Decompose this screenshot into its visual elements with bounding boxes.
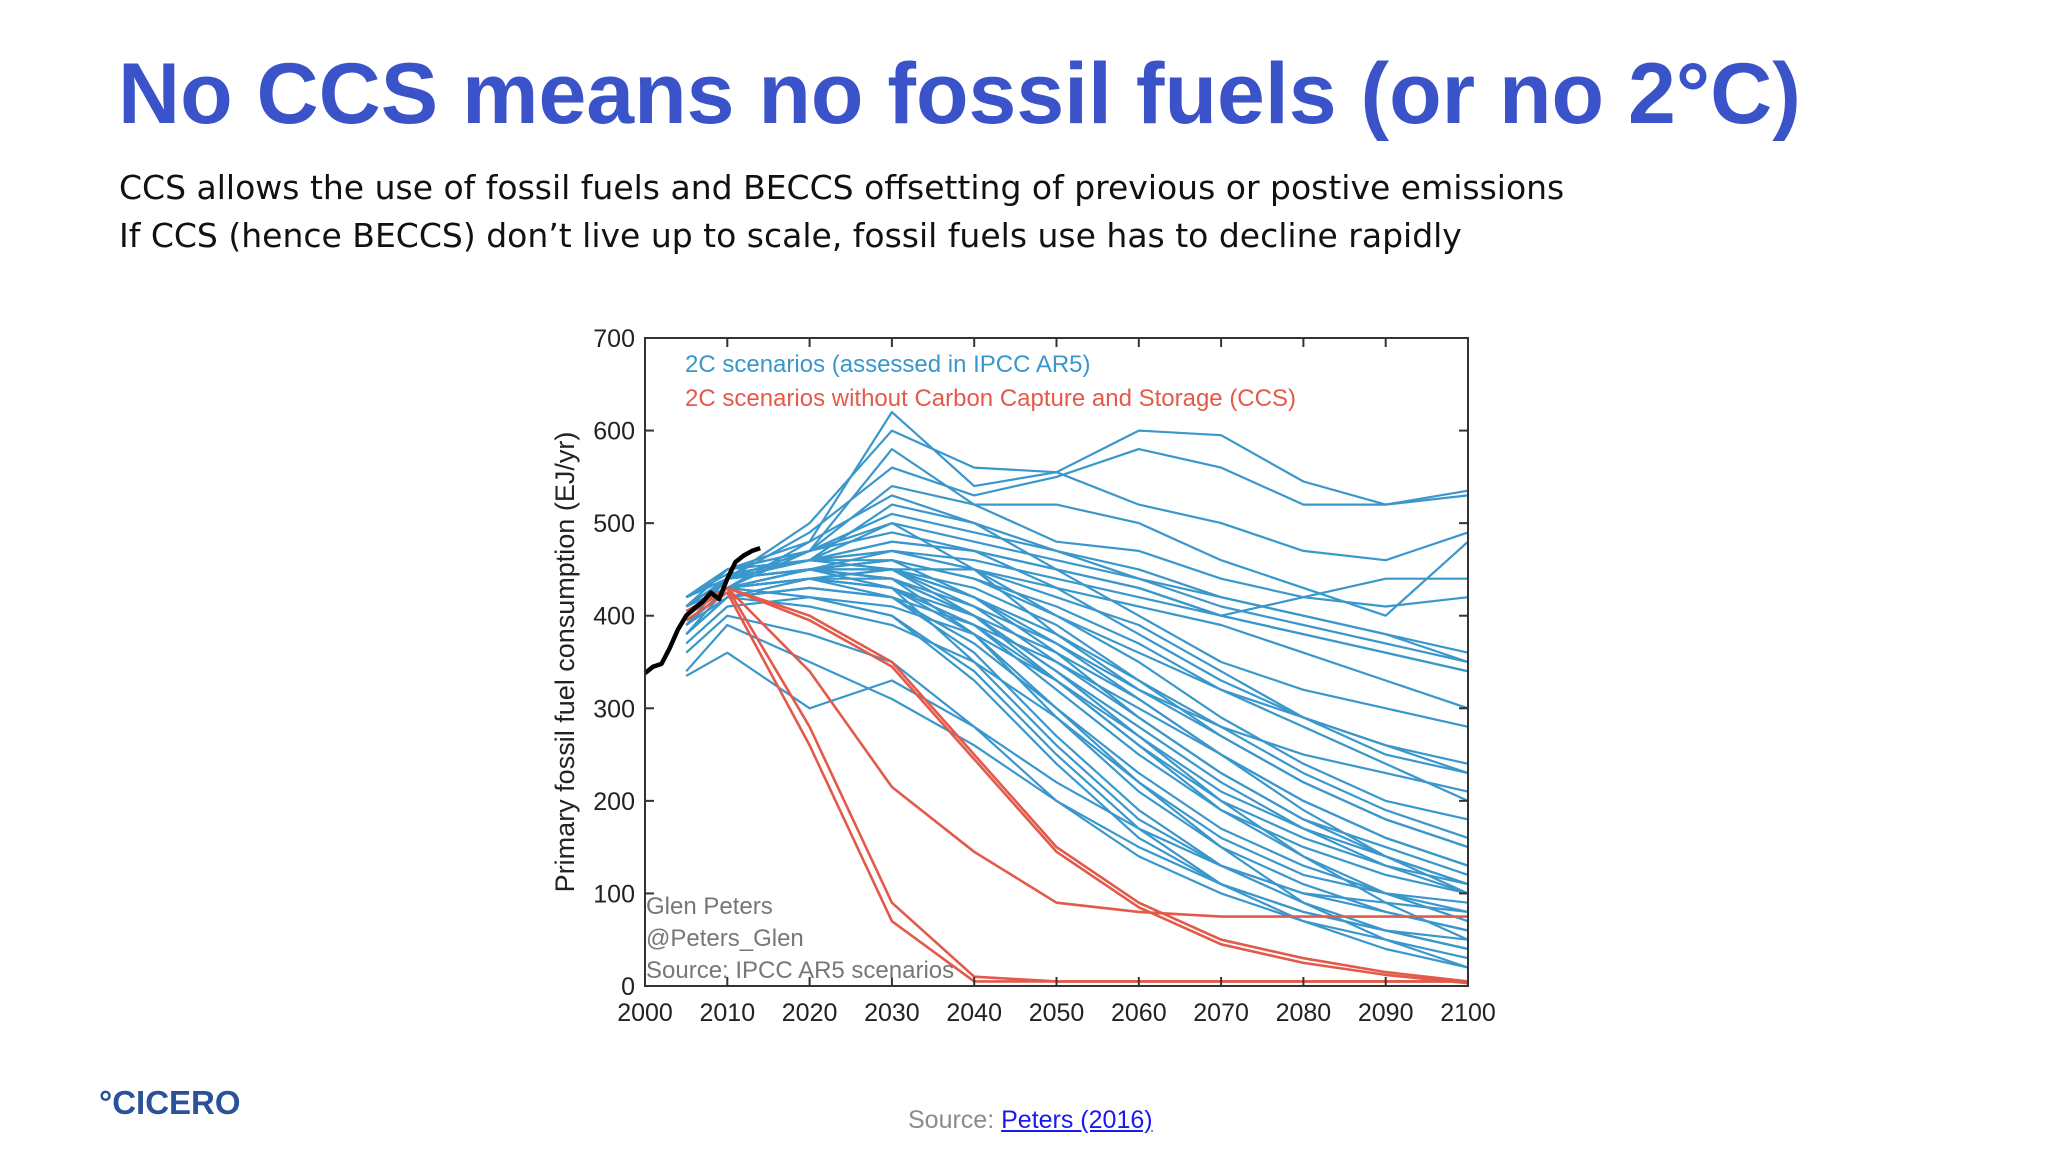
x-tick-label-9: 2090 <box>1358 999 1414 1027</box>
y-tick-label-4: 400 <box>593 603 635 631</box>
y-tick-label-6: 600 <box>593 418 635 446</box>
x-tick-label-2: 2020 <box>782 999 838 1027</box>
blue-scenario-line-34 <box>685 531 1469 775</box>
y-tick-label-7: 700 <box>593 325 635 353</box>
historical-line <box>643 545 761 675</box>
red-scenario-line-4 <box>685 586 1469 985</box>
blue-scenario-line-42 <box>685 586 1469 867</box>
red-scenario-line-2 <box>685 586 1468 918</box>
x-tick-label-8: 2080 <box>1276 999 1332 1027</box>
blue-scenario-line-38 <box>685 596 1469 969</box>
y-tick-label-0: 0 <box>621 973 635 1001</box>
legend-entry-red: 2C scenarios without Carbon Capture and … <box>685 385 1296 412</box>
annotation-source: Source: IPCC AR5 scenarios <box>646 957 954 984</box>
blue-scenario-line-13 <box>685 568 1469 849</box>
blue-scenario-line-30 <box>685 494 1469 728</box>
x-tick-label-5: 2050 <box>1029 999 1085 1027</box>
blue-scenario-line-24 <box>685 577 1469 904</box>
y-tick-label-2: 200 <box>593 788 635 816</box>
x-tick-label-6: 2060 <box>1111 999 1167 1027</box>
x-tick-label-3: 2030 <box>864 999 920 1027</box>
y-axis: 0 100 200 300 400 500 600 700 <box>593 325 1468 1001</box>
blue-scenario-line-6 <box>685 522 1469 664</box>
subtitle-line-2: If CCS (hence BECCS) don’t live up to sc… <box>119 216 1462 255</box>
blue-scenario-line-27 <box>685 623 1469 951</box>
fossil-fuel-chart: 2000 2010 2020 2030 2040 2050 2060 2070 2080 2090… <box>550 325 1496 1027</box>
annotation-author: Glen Peters <box>646 893 773 920</box>
y-tick-label-5: 500 <box>593 510 635 538</box>
slide-subtitle: CCS allows the use of fossil fuels and B… <box>119 164 1564 260</box>
blue-scenario-line-43 <box>685 577 1469 923</box>
slide-title: No CCS means no fossil fuels (or no 2°C) <box>118 46 1801 142</box>
legend-entry-blue: 2C scenarios (assessed in IPCC AR5) <box>685 351 1091 378</box>
blue-scenario-line-19 <box>685 568 1469 932</box>
x-tick-label-7: 2070 <box>1193 999 1249 1027</box>
source-link[interactable]: Peters (2016) <box>1001 1106 1153 1134</box>
plot-lines <box>643 410 1469 985</box>
subtitle-line-1: CCS allows the use of fossil fuels and B… <box>119 168 1565 207</box>
blue-scenario-line-31 <box>685 512 1469 664</box>
y-tick-label-1: 100 <box>593 880 635 908</box>
blue-scenario-line-1 <box>685 429 1469 599</box>
y-tick-label-3: 300 <box>593 695 635 723</box>
red-scenario-line-3 <box>685 586 1469 983</box>
x-tick-label-10: 2100 <box>1440 999 1496 1027</box>
source-citation: Source: Peters (2016) <box>908 1106 1153 1135</box>
x-tick-label-1: 2010 <box>699 999 755 1027</box>
blue-scenario-line-28 <box>685 651 1469 932</box>
blue-scenario-line-40 <box>685 568 1469 849</box>
blue-scenario-line-3 <box>685 448 1469 626</box>
blue-scenario-line-26 <box>685 614 1469 960</box>
y-axis-label: Primary fossil fuel consumption (EJ/yr) <box>550 432 580 893</box>
blue-scenario-line-41 <box>685 559 1469 839</box>
blue-scenario-line-2 <box>685 448 1469 617</box>
x-tick-label-4: 2040 <box>946 999 1002 1027</box>
cicero-logo: °CICERO <box>99 1084 241 1121</box>
annotation-handle: @Peters_Glen <box>646 925 804 952</box>
x-tick-label-0: 2000 <box>617 999 673 1027</box>
x-axis: 2000 2010 2020 2030 2040 2050 2060 2070 2080 2090… <box>617 338 1496 1027</box>
blue-scenario-line-32 <box>685 540 1469 673</box>
source-prefix: Source: <box>908 1106 1002 1134</box>
